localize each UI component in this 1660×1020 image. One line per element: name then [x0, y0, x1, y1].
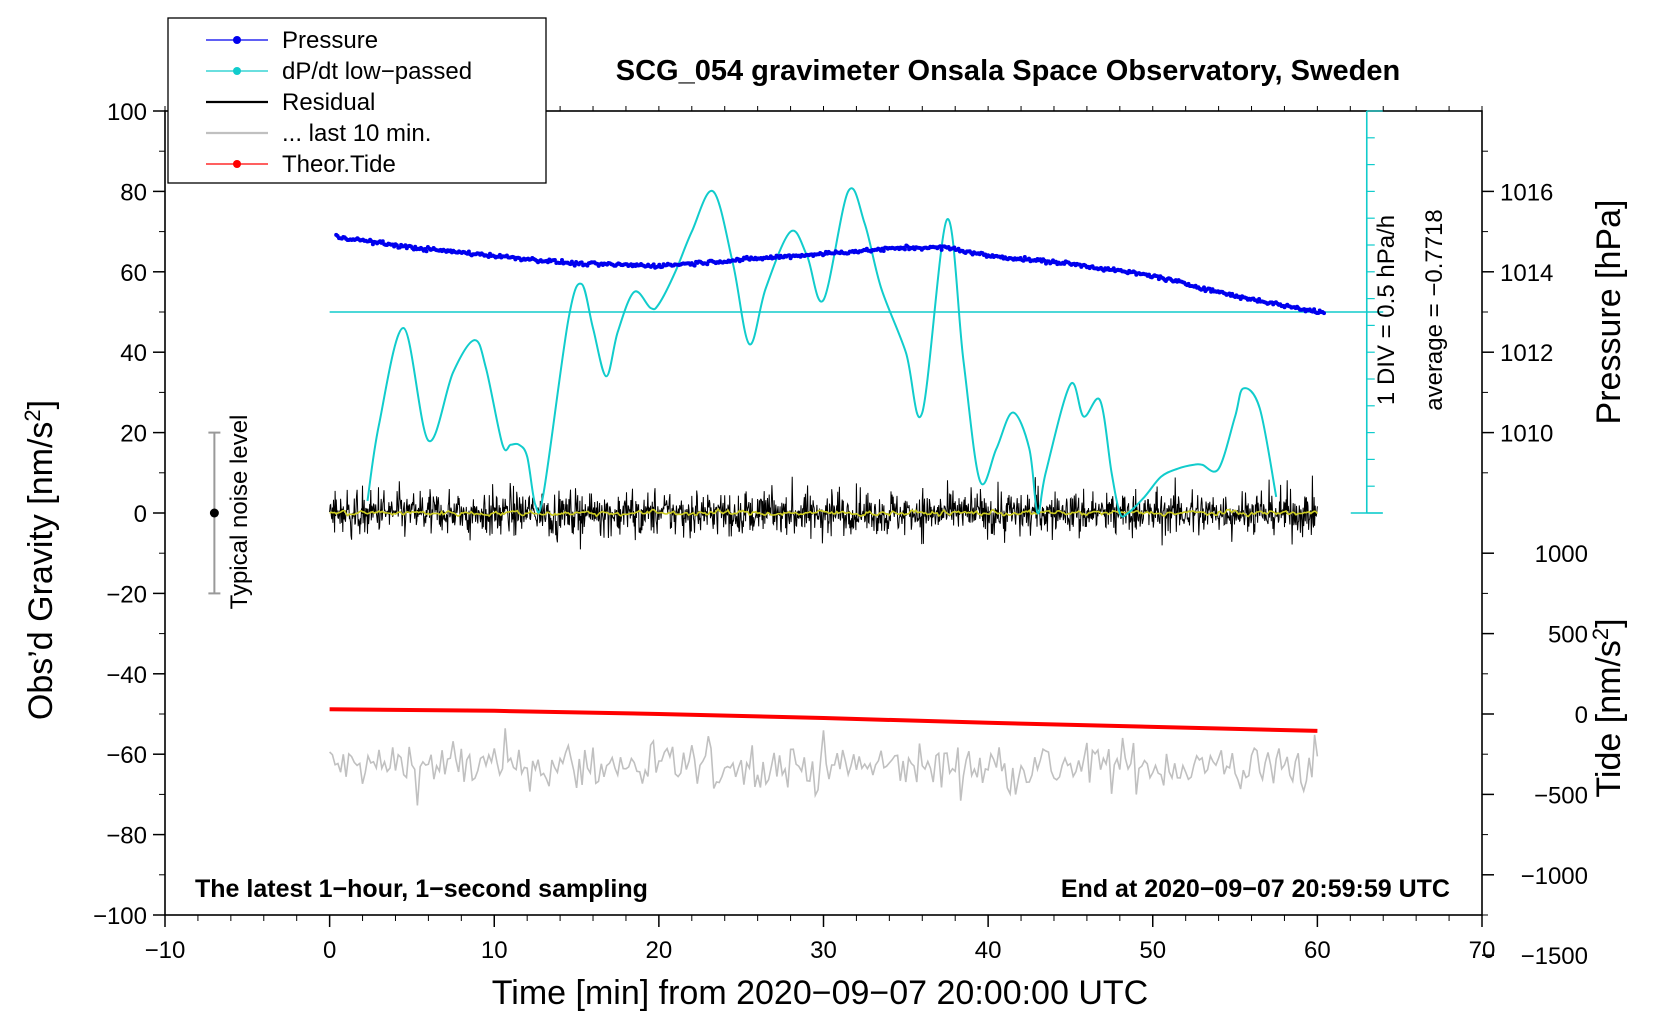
y-tick-label: 80 [120, 179, 147, 206]
x-axis-title: Time [min] from 2020−09−07 20:00:00 UTC [492, 974, 1148, 1012]
x-axis: −10 0 10 20 30 40 50 60 70 [145, 106, 1496, 964]
legend-label: ... last 10 min. [282, 120, 431, 147]
legend-item: dP/dt low−passed [206, 58, 472, 85]
legend-label: Theor.Tide [282, 151, 396, 178]
dpdt-line [366, 187, 1278, 518]
noise-level-indicator [208, 431, 221, 595]
pressure-point [881, 249, 886, 253]
chart-title: SCG_054 gravimeter Onsala Space Observat… [616, 55, 1400, 87]
legend-item: ... last 10 min. [206, 120, 431, 147]
tide-tick-label: 500 [1548, 622, 1588, 649]
x-tick-label: 10 [481, 937, 508, 964]
pressure-tick-label: 1014 [1500, 260, 1553, 287]
tide-tick-label: −500 [1534, 782, 1588, 809]
pressure-point [902, 247, 907, 252]
x-tick-label: 20 [646, 937, 673, 964]
last10-line [329, 728, 1319, 806]
legend-swatch-dot [233, 36, 241, 44]
pressure-point [938, 244, 943, 249]
pressure-point [1202, 285, 1206, 290]
y-tick-label: −20 [106, 581, 147, 608]
y-tick-label: −60 [106, 742, 147, 769]
tide-tick-label: 1000 [1535, 541, 1588, 568]
y-tick-label: −100 [93, 903, 147, 930]
legend: Pressure dP/dt low−passed Residual ... last… [167, 17, 547, 184]
residual-line [329, 475, 1318, 550]
noise-level-label: Typical noise level [226, 415, 253, 610]
pressure-point [552, 258, 557, 262]
pressure-point [380, 239, 385, 244]
legend-box [167, 17, 547, 184]
y-tick-label: −80 [106, 823, 147, 850]
pressure-tick-label: 1016 [1500, 179, 1553, 206]
gravity-axis-title: Obs’d Gravity [nm/s2] [20, 400, 60, 720]
legend-item: Pressure [206, 27, 378, 54]
pressure-point [424, 249, 429, 254]
x-tick-label: 50 [1139, 937, 1166, 964]
legend-item: Residual [206, 89, 375, 116]
pressure-point [1312, 307, 1317, 312]
x-tick-label: 0 [323, 937, 336, 964]
tide-axis-title: Tide [nm/s2] [1588, 618, 1628, 797]
legend-label: dP/dt low−passed [282, 58, 472, 85]
y-tick-label: 40 [120, 340, 147, 367]
x-tick-label: 60 [1304, 937, 1331, 964]
series-layer [329, 187, 1326, 806]
legend-label: Pressure [282, 27, 378, 54]
pressure-axis: 1010 1012 1014 1016 [1482, 150, 1553, 474]
x-tick-label: −10 [145, 937, 186, 964]
y-tick-label: 0 [134, 501, 147, 528]
pressure-axis-title: Pressure [hPa] [1590, 200, 1628, 425]
tide-line [329, 707, 1318, 733]
y-tick-label: 100 [107, 99, 147, 126]
legend-label: Residual [282, 89, 375, 116]
dpdt-average-label: average = −0.7718 [1421, 209, 1448, 411]
legend-item: Theor.Tide [206, 151, 396, 178]
noise-center-dot [209, 508, 219, 518]
pressure-point [579, 260, 584, 265]
bottom-right-label: End at 2020−09−07 20:59:59 UTC [1061, 875, 1450, 903]
x-tick-label: 70 [1469, 937, 1496, 964]
legend-swatch-dot [233, 67, 241, 75]
x-tick-label: 40 [975, 937, 1002, 964]
tide-axis: −1500 −1000 −500 0 500 1000 [1482, 541, 1588, 970]
y-tick-label: 60 [120, 260, 147, 287]
tide-tick-label: 0 [1575, 702, 1588, 729]
y-tick-label: 20 [120, 421, 147, 448]
legend-swatch-dot [233, 160, 241, 168]
dpdt-scale [329, 110, 1384, 514]
pressure-point [1322, 311, 1326, 316]
gravity-axis: −100 −80 −60 −40 −20 0 20 40 60 80 100 [93, 99, 165, 930]
pressure-point [692, 263, 697, 268]
residual-smoothed-line [329, 507, 1319, 518]
tide-tick-label: −1500 [1521, 943, 1588, 970]
pressure-point [560, 258, 564, 262]
pressure-tick-label: 1012 [1500, 340, 1553, 367]
y-tick-label: −40 [106, 662, 147, 689]
bottom-left-label: The latest 1−hour, 1−second sampling [195, 875, 648, 903]
pressure-tick-label: 1010 [1500, 421, 1553, 448]
x-tick-label: 30 [810, 937, 837, 964]
pressure-point [572, 263, 577, 268]
dpdt-scale-label: 1 DIV = 0.5 hPa/h [1373, 215, 1400, 405]
pressure-series [334, 232, 1326, 316]
tide-tick-label: −1000 [1521, 863, 1588, 890]
pressure-point [651, 262, 656, 267]
pressure-point [939, 247, 944, 252]
